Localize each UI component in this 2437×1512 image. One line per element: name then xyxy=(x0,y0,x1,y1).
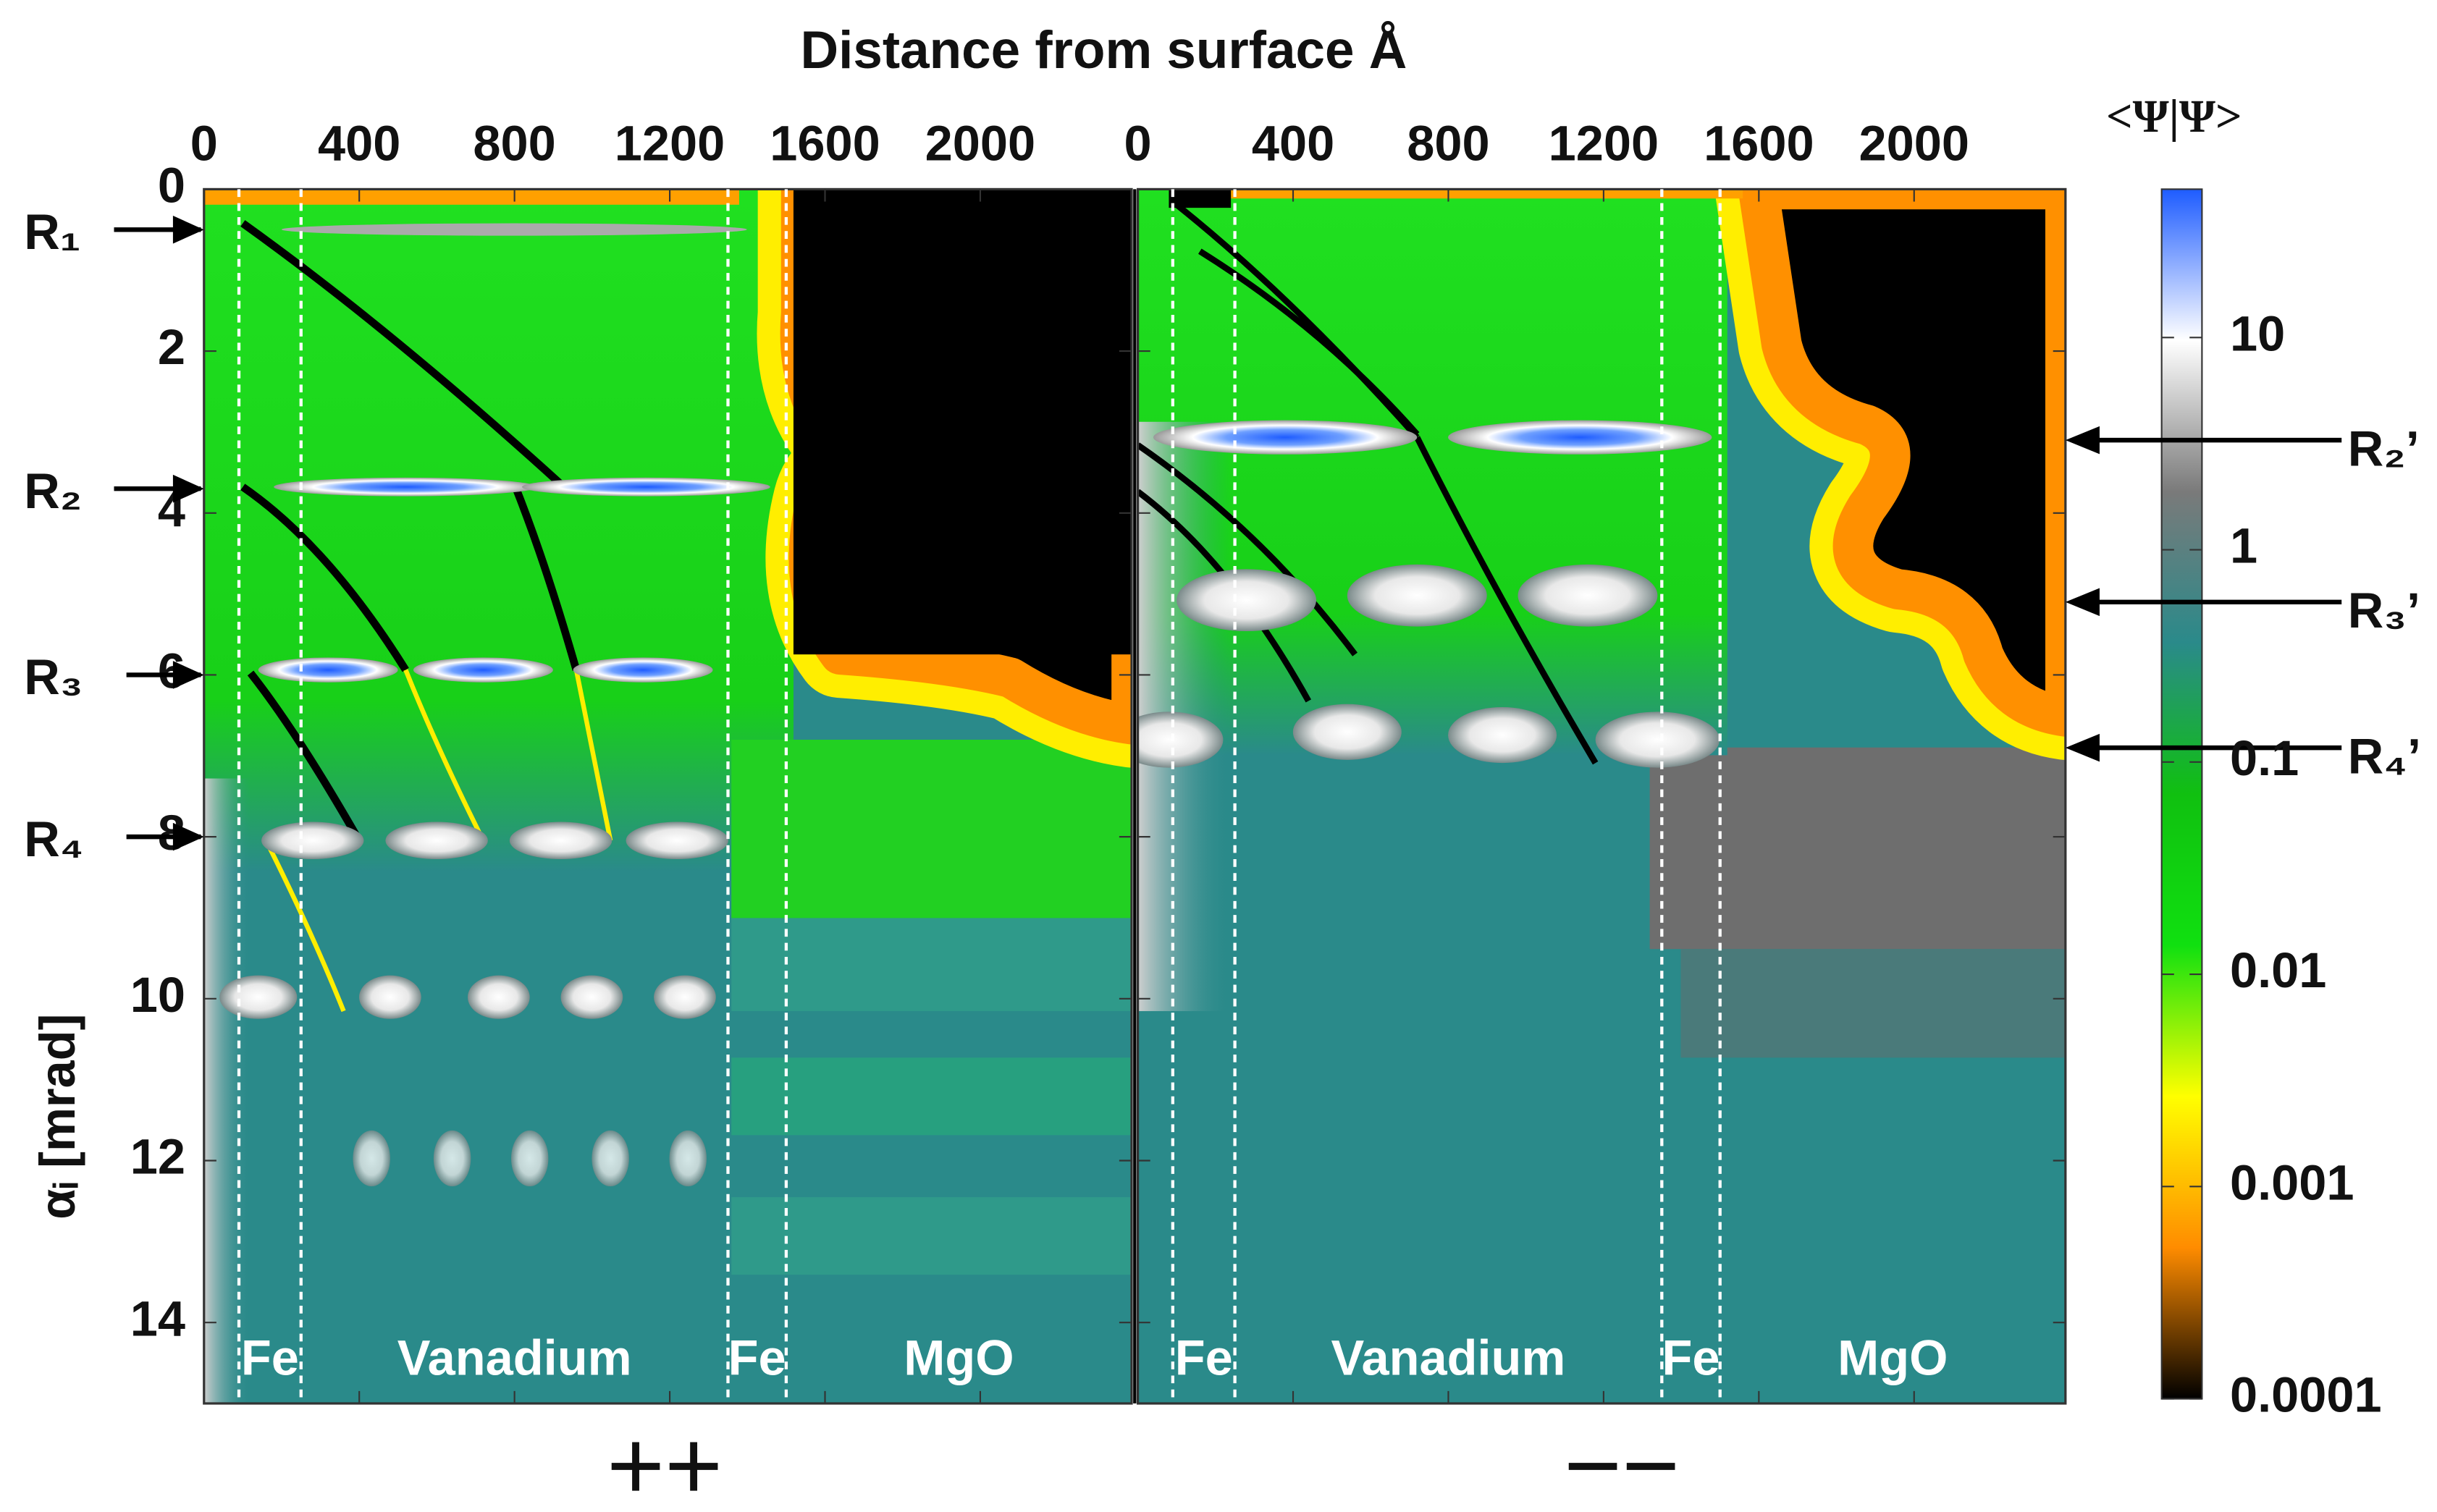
y-axis-label: αᵢ [mrad] xyxy=(30,1014,85,1220)
layer-label: Fe xyxy=(1662,1330,1720,1385)
x-tick-label: 400 xyxy=(1252,116,1334,172)
y-tick-label: 14 xyxy=(130,1291,185,1346)
heatmap-left xyxy=(203,189,1132,1404)
resonance-label: R₃ xyxy=(24,649,83,705)
colorbar-tick-label: 0.001 xyxy=(2230,1154,2354,1210)
colorbar-label: <Ψ|Ψ> xyxy=(2106,90,2242,142)
y-tick-label: 0 xyxy=(158,158,185,214)
colorbar-tick-label: 1 xyxy=(2230,518,2257,574)
arrow-head xyxy=(2065,733,2100,762)
x-tick-label: 400 xyxy=(318,116,400,172)
x-tick-label: 800 xyxy=(473,116,555,172)
arrow-head xyxy=(172,822,204,851)
layer-label: Fe xyxy=(241,1330,299,1385)
x-tick-label: 1600 xyxy=(1704,116,1814,172)
colorbar xyxy=(2160,188,2203,1400)
layer-label: Vanadium xyxy=(1331,1330,1566,1385)
resonance-label: R₂’ xyxy=(2348,421,2420,476)
x-tick-label: 1200 xyxy=(615,116,725,172)
colorbar-tick-label: 10 xyxy=(2230,305,2285,361)
colorbar-tick-label: 0.01 xyxy=(2230,942,2326,998)
arrow-head xyxy=(172,216,204,244)
y-tick-label: 10 xyxy=(130,967,185,1023)
x-tick-label: 2000 xyxy=(1859,116,1970,172)
arrow-head xyxy=(172,661,204,689)
x-tick-label: 1600 xyxy=(770,116,880,172)
frame xyxy=(1136,187,2067,1405)
arrow-head xyxy=(172,474,204,503)
panel-label: ++ xyxy=(607,1411,723,1512)
colorbar-tick-label: 0.1 xyxy=(2230,730,2299,786)
heatmap-right xyxy=(1137,189,2066,1404)
colorbar-tick-label: 0.0001 xyxy=(2230,1367,2382,1423)
resonance-label: R₁ xyxy=(24,204,80,260)
x-tick-label: 0 xyxy=(190,116,218,172)
x-tick-label: 2000 xyxy=(925,116,1036,172)
x-tick-label: 0 xyxy=(1124,116,1152,172)
panel-label: −− xyxy=(1564,1411,1680,1512)
y-tick-label: 12 xyxy=(130,1129,185,1185)
arrow-head xyxy=(2065,588,2100,617)
chart-title: Distance from surface Å xyxy=(801,21,1407,80)
layer-label: MgO xyxy=(904,1330,1014,1385)
layer-label: Vanadium xyxy=(397,1330,632,1385)
resonance-label: R₄’ xyxy=(2348,728,2421,784)
layer-label: Fe xyxy=(1175,1330,1233,1385)
y-tick-label: 2 xyxy=(158,319,185,375)
layer-label: MgO xyxy=(1838,1330,1948,1385)
resonance-label: R₃’ xyxy=(2348,583,2420,638)
resonance-label: R₂ xyxy=(24,463,82,519)
x-tick-label: 800 xyxy=(1407,116,1489,172)
frame xyxy=(203,187,1133,1405)
x-tick-label: 1200 xyxy=(1549,116,1659,172)
resonance-label: R₄ xyxy=(24,811,83,867)
layer-label: Fe xyxy=(728,1330,786,1385)
arrow-head xyxy=(2065,426,2100,455)
